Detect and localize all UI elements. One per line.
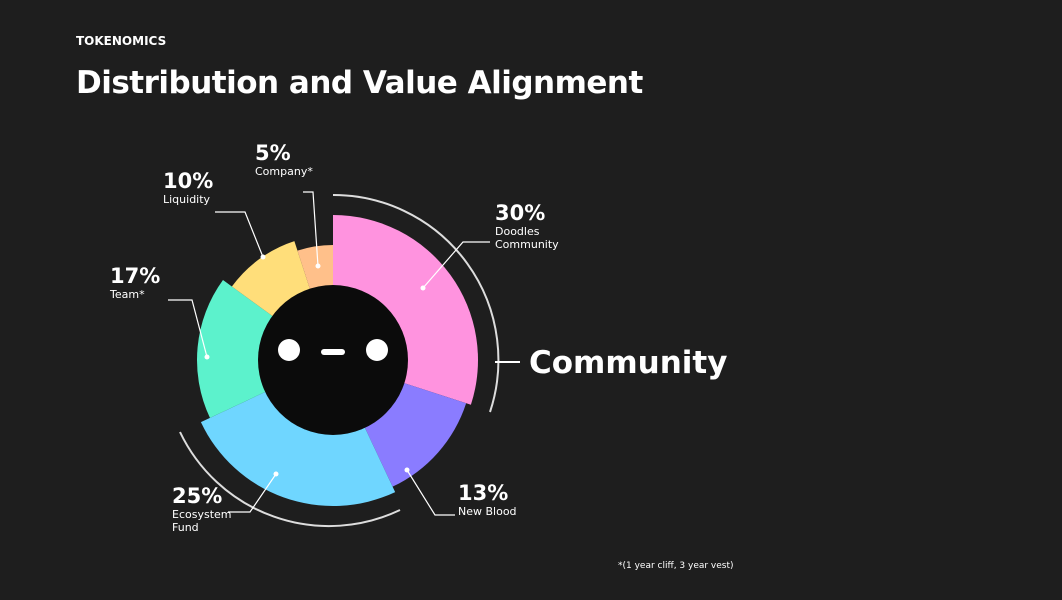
leader-dot: [273, 471, 279, 477]
title: Distribution and Value Alignment: [76, 65, 644, 101]
value-label: 30%: [495, 201, 545, 225]
eye: [366, 339, 388, 361]
category-label: Liquidity: [163, 193, 211, 206]
category-label: Company*: [255, 165, 313, 178]
leader-dot: [204, 354, 210, 360]
category-label: Doodles Community: [495, 225, 559, 251]
community-bracket: [332, 193, 500, 413]
value-label: 13%: [458, 481, 508, 505]
leader-line: [303, 191, 319, 267]
community-bracket: [179, 431, 401, 528]
leader-dot: [315, 263, 321, 269]
value-label: 25%: [172, 484, 222, 508]
category-label: Ecosystem Fund: [172, 508, 232, 534]
footnote: *(1 year cliff, 3 year vest): [618, 561, 734, 571]
leader-dot: [260, 254, 266, 260]
eye: [278, 339, 300, 361]
annotation: Community: [529, 345, 727, 381]
pie-chart: [197, 215, 479, 506]
mouth: [321, 349, 345, 355]
leader-dot: [420, 285, 426, 291]
category-label: New Blood: [458, 505, 517, 518]
value-label: 17%: [110, 264, 160, 288]
eyebrow: TOKENOMICS: [76, 34, 166, 48]
leader-line: [422, 241, 490, 289]
leader-dot: [404, 467, 410, 473]
leader-line: [406, 469, 455, 516]
category-label: Team*: [109, 288, 145, 301]
value-label: 5%: [255, 141, 291, 165]
leader-line: [168, 299, 208, 358]
center-disc: [258, 285, 408, 435]
leader-line: [228, 473, 277, 513]
value-label: 10%: [163, 169, 213, 193]
leader-line: [215, 211, 264, 258]
